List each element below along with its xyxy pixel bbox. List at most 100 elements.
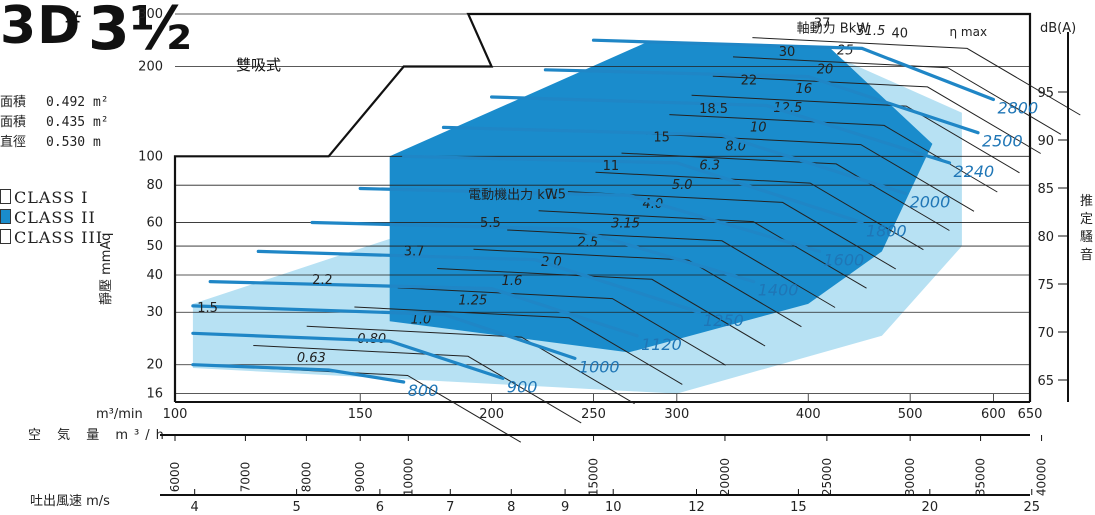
spec-row-outlet-area: 面積 0.492 m² (0, 91, 109, 110)
power-axis-title: 電動機出力 kW (468, 188, 558, 203)
power-rating-label: 1.25 (458, 293, 487, 308)
power-upper-label: 15 (653, 130, 670, 145)
speed-curve (441, 125, 908, 196)
y-tick-label: 16 (146, 387, 163, 402)
speed-label: 2240 (954, 162, 995, 181)
shaft-power-max: η max (950, 25, 988, 39)
airflow-tick-label: 9000 (353, 462, 367, 493)
x-tick-label: 250 (581, 407, 606, 422)
power-upper-label: 22 (741, 74, 758, 89)
chart-outline (173, 12, 1032, 402)
power-line (306, 325, 635, 405)
power-upper-label: 11 (603, 159, 620, 174)
db-tick-label: 90 (1037, 134, 1054, 149)
power-upper-label: 30 (779, 45, 796, 60)
power-line (507, 229, 836, 308)
y-tick-label: 30 (146, 305, 163, 320)
shaft-power-label: 軸動力 BkW (797, 22, 870, 37)
velocity-tick-label: 10 (605, 500, 622, 515)
speed-curve (191, 304, 577, 360)
y-tick-label: 20 (146, 358, 163, 373)
speed-label: 1120 (641, 335, 682, 354)
power-rating-label: 25 (837, 43, 854, 58)
db-tick-label: 65 (1037, 374, 1054, 389)
velocity-tick-label: 7 (446, 500, 454, 515)
power-line (712, 75, 1041, 154)
spec-value: 0.530 m (46, 135, 101, 150)
speed-curve (402, 154, 864, 225)
x-tick-label: 500 (898, 407, 923, 422)
power-upper-label: 18.5 (699, 102, 728, 117)
speed-label: 1250 (703, 311, 744, 330)
x-tick-label: 200 (479, 407, 504, 422)
speed-label: 900 (507, 377, 538, 396)
power-line (253, 345, 582, 424)
power-rating-label: 5.0 (672, 178, 693, 193)
db-tick-label: 80 (1037, 230, 1054, 245)
legend-label: CLASS I (14, 188, 89, 207)
speed-curve (591, 38, 996, 102)
sharp-sign: # (64, 8, 83, 33)
db-tick-label: 95 (1037, 86, 1054, 101)
power-rating-label: 1.6 (502, 274, 523, 289)
legend-swatch (0, 189, 11, 204)
power-rating-label: 16 (796, 82, 813, 97)
power-upper-label: 7.5 (545, 187, 566, 202)
velocity-tick-label: 8 (507, 500, 515, 515)
power-line (437, 268, 766, 347)
power-rating-label: 2.5 (577, 236, 598, 251)
spec-row-diameter: 直徑 0.530 m (0, 131, 101, 150)
db-side-label: 推 (1080, 194, 1093, 209)
legend-swatch (0, 209, 11, 224)
power-line (354, 306, 683, 385)
power-rating-label: 6.3 (699, 159, 720, 174)
airflow-tick-label: 10000 (401, 458, 415, 496)
airflow-tick-label: 40000 (1035, 458, 1049, 496)
velocity-tick-label: 12 (688, 500, 705, 515)
power-line (567, 191, 897, 270)
legend-swatch (0, 229, 11, 244)
y-tick-label: 80 (146, 178, 163, 193)
speed-label: 800 (408, 381, 439, 400)
power-rating-label: 31.5 (856, 24, 885, 39)
velocity-tick-label: 5 (292, 500, 300, 515)
speed-curve (191, 363, 406, 384)
y-tick-label: 100 (138, 149, 163, 164)
power-rating-label: 10 (750, 120, 767, 135)
x-tick-label: 600 (981, 407, 1006, 422)
velocity-tick-label: 20 (922, 500, 939, 515)
power-line (473, 248, 802, 328)
power-upper-label: 2.2 (312, 273, 333, 288)
velocity-tick-label: 9 (561, 500, 569, 515)
power-upper-label: 5.5 (480, 216, 501, 231)
speed-label: 2000 (910, 193, 951, 212)
power-upper-label: 3.7 (404, 244, 425, 259)
power-line (691, 94, 1020, 174)
x-axis-unit: m³/min (96, 407, 143, 422)
power-upper-label: 37 (814, 17, 831, 32)
power-upper-label: 1.5 (197, 301, 218, 316)
speed-label: 1000 (579, 357, 620, 376)
speed-label: 1600 (824, 250, 865, 269)
y-tick-label: 50 (146, 239, 163, 254)
x-tick-label: 400 (796, 407, 821, 422)
x-tick-label: 300 (664, 407, 689, 422)
shaft-power-upper: 40 (892, 27, 909, 42)
fan-size-number: 3½ (88, 0, 192, 64)
power-rating-label: 0.63 (297, 351, 326, 366)
speed-curve (358, 186, 822, 253)
db-side-label: 定 (1080, 212, 1093, 227)
power-rating-label: 8.0 (725, 140, 746, 155)
speed-curve (256, 249, 701, 314)
db-tick-label: 85 (1037, 182, 1054, 197)
db-side-label: 騷 (1080, 230, 1093, 245)
power-rating-label: 3.15 (611, 216, 640, 231)
power-line (732, 56, 1062, 135)
spec-label: 面積 (0, 95, 27, 110)
velocity-tick-label: 4 (191, 500, 199, 515)
x-tick-label: 650 (1018, 407, 1043, 422)
power-line (621, 152, 950, 231)
velocity-tick-label: 25 (1023, 500, 1040, 515)
power-line (397, 287, 726, 366)
